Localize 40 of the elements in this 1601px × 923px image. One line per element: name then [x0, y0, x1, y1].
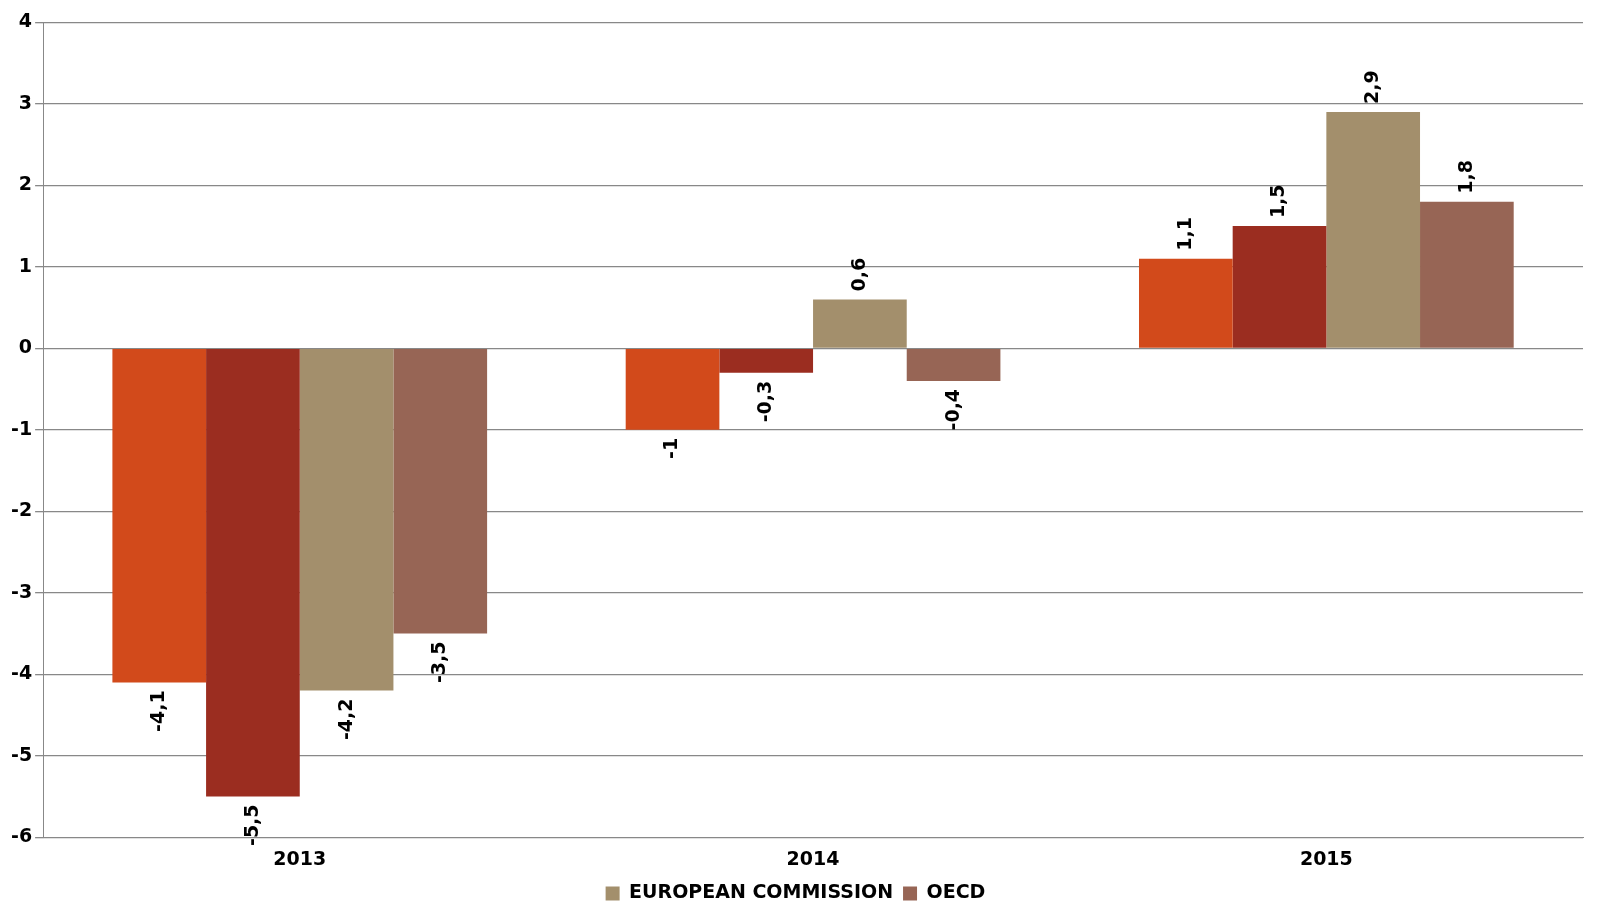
y-tick-label: 2	[18, 172, 33, 195]
y-tick-label: 4	[18, 9, 33, 32]
legend-label: OECD	[926, 880, 986, 903]
y-tick-label: -2	[11, 498, 33, 521]
bar	[112, 348, 207, 683]
y-tick-label: -5	[11, 742, 33, 765]
data-label: -0,3	[753, 380, 776, 423]
data-label: -3,5	[427, 641, 450, 684]
bar	[1326, 112, 1421, 348]
data-label: -1	[659, 437, 682, 459]
bar	[906, 348, 1001, 381]
x-tick-label: 2013	[273, 846, 327, 869]
bar	[719, 348, 814, 373]
data-label: -5,5	[239, 804, 262, 847]
bar	[1139, 258, 1233, 348]
y-tick-label: -1	[11, 416, 33, 439]
x-tick-label: 2014	[786, 846, 840, 869]
data-label: -4,1	[146, 690, 169, 732]
x-tick-label: 2015	[1299, 846, 1353, 869]
bar	[299, 348, 394, 691]
bar	[1420, 201, 1514, 348]
y-tick-label: 1	[18, 253, 33, 276]
data-label: 2,9	[1360, 70, 1383, 105]
bar	[813, 299, 907, 348]
data-label: -0,4	[940, 388, 963, 431]
bar	[625, 348, 720, 430]
data-label: 0,6	[846, 257, 869, 292]
legend-label: EUROPEAN COMMISSION	[629, 880, 894, 903]
data-label: 1,8	[1453, 159, 1476, 194]
data-label: -4,2	[333, 698, 356, 741]
y-tick-label: -6	[11, 824, 33, 847]
y-tick-label: 3	[18, 90, 33, 113]
y-tick-label: 0	[18, 335, 33, 358]
bar	[206, 348, 300, 797]
y-tick-label: -3	[11, 579, 33, 602]
data-label: 1,5	[1266, 184, 1289, 219]
bar	[393, 348, 488, 634]
data-label: 1,1	[1172, 217, 1195, 251]
bar	[1232, 226, 1327, 348]
y-tick-label: -4	[11, 661, 33, 684]
